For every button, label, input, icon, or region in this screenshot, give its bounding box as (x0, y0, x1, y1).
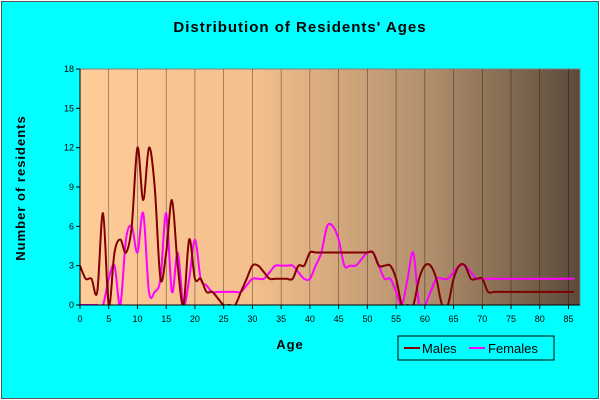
x-axis-label: Age (276, 337, 304, 352)
x-tick-label: 40 (305, 314, 315, 324)
y-tick-label: 3 (69, 261, 74, 271)
x-tick-label: 0 (77, 314, 82, 324)
legend-label-females: Females (488, 341, 538, 356)
x-tick-label: 65 (449, 314, 459, 324)
x-tick-label: 75 (506, 314, 516, 324)
x-tick-label: 25 (219, 314, 229, 324)
legend: Males Females (397, 335, 555, 361)
y-tick-label: 0 (69, 300, 74, 310)
y-axis-ticks: 0 3 6 9 12 15 18 (64, 64, 80, 310)
x-tick-label: 60 (420, 314, 430, 324)
x-tick-label: 15 (161, 314, 171, 324)
grid-lines (79, 69, 569, 305)
series-lines (80, 146, 575, 305)
x-tick-label: 10 (132, 314, 142, 324)
series-line-females (80, 211, 575, 305)
x-tick-label: 45 (334, 314, 344, 324)
x-tick-label: 35 (276, 314, 286, 324)
y-tick-label: 9 (69, 182, 74, 192)
x-axis-ticks: 0 5 10 15 20 25 30 35 40 45 50 55 60 65 70 75 80 85 (77, 305, 574, 324)
x-tick-label: 70 (477, 314, 487, 324)
x-tick-label: 30 (247, 314, 257, 324)
legend-label-males: Males (422, 341, 457, 356)
x-tick-label: 5 (106, 314, 111, 324)
chart-title: Distribution of Residents' Ages (173, 19, 426, 36)
y-axis-label: Number of residents (13, 115, 28, 260)
plot-area (79, 68, 581, 306)
x-tick-label: 55 (391, 314, 401, 324)
x-tick-label: 20 (190, 314, 200, 324)
series-line-males (80, 146, 575, 305)
x-tick-label: 85 (563, 314, 573, 324)
x-tick-label: 80 (535, 314, 545, 324)
y-tick-label: 12 (64, 143, 74, 153)
y-tick-label: 18 (64, 64, 74, 74)
y-tick-label: 6 (69, 221, 74, 231)
x-tick-label: 50 (362, 314, 372, 324)
y-tick-label: 15 (64, 103, 74, 113)
